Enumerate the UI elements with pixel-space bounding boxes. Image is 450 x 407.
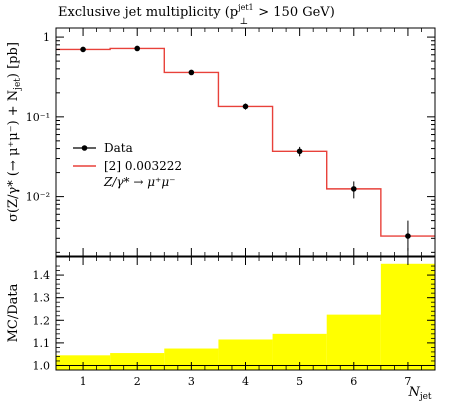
ratio-frame: [55, 256, 436, 371]
main-plot: 1 10⁻¹ 10⁻²: [26, 28, 436, 256]
y-tick-label: 10⁻¹: [26, 111, 50, 124]
data-point: [350, 186, 357, 192]
legend-mc-label: [2] 0.003222: [104, 159, 182, 173]
ratio-y-tick-label: 1.4: [33, 269, 51, 282]
data-point: [296, 148, 303, 155]
ratio-band-bin: [380, 263, 435, 370]
x-tick-label: 7: [404, 375, 411, 388]
y-tick-label: 10⁻²: [26, 191, 50, 204]
ratio-y-tick-label: 1.3: [33, 292, 51, 305]
data-point: [188, 69, 195, 76]
x-tick-label: 3: [188, 375, 195, 388]
data-point: [134, 45, 141, 52]
ratio-y-tick-label: 1.2: [33, 314, 51, 327]
ratio-plot: 1.0 1.1 1.2 1.3 1.4 1 2 3 4 5 6 7: [33, 257, 436, 388]
ratio-band-bin: [164, 348, 219, 370]
legend-data-marker: [81, 145, 88, 151]
chart-title: Exclusive jet multiplicity (pjet1 ⊥ > 150…: [58, 3, 335, 27]
data-point: [405, 233, 411, 239]
ratio-band-bin: [326, 314, 381, 370]
x-axis-label: Njet: [407, 385, 431, 402]
legend: Data [2] 0.003222 Z/γ* → μ⁺μ⁻: [73, 141, 182, 189]
x-tick-label: 6: [350, 375, 357, 388]
x-tick-label: 4: [242, 375, 249, 388]
data-point: [242, 103, 249, 110]
ratio-y-axis-label: MC/Data: [6, 283, 21, 342]
main-frame: [55, 27, 436, 257]
y-axis-label: σ(Z/γ* (→ μ⁺μ⁻) + Njet) [pb]: [6, 42, 23, 222]
legend-data-label: Data: [104, 141, 133, 155]
ratio-y-tick-label: 1.1: [33, 337, 51, 350]
x-tick-label: 2: [134, 375, 141, 388]
x-tick-label: 1: [80, 375, 87, 388]
ratio-y-tick-label: 1.0: [33, 359, 51, 372]
data-point: [80, 46, 86, 53]
legend-process-label: Z/γ* → μ⁺μ⁻: [103, 175, 176, 189]
x-tick-label: 5: [296, 375, 303, 388]
y-tick-label: 1: [43, 31, 50, 44]
